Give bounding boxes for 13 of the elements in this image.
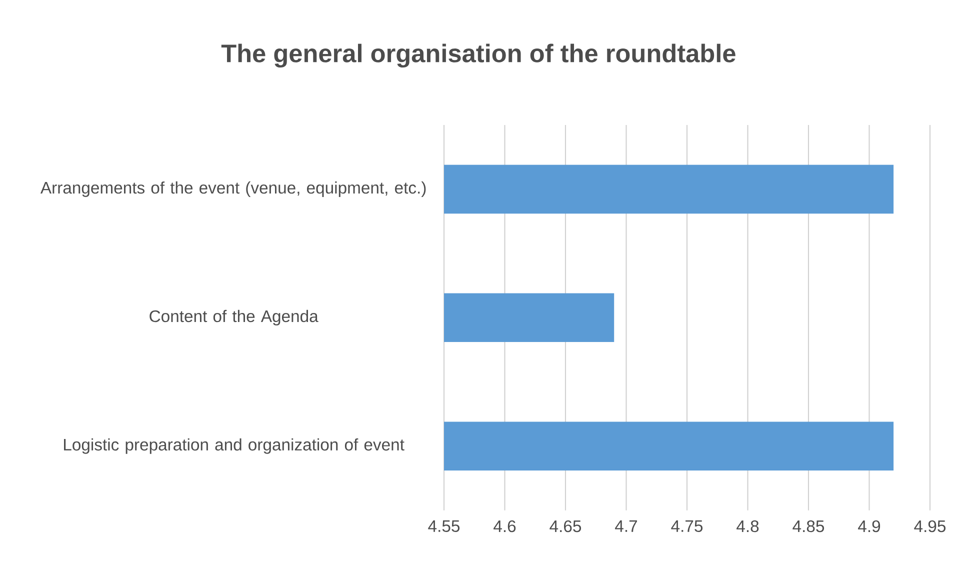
x-tick-label: 4.7 — [615, 520, 637, 532]
x-tick-label: 4.9 — [858, 520, 880, 532]
y-tick-label: Arrangements of the event (venue, equipment, etc.) — [40, 181, 426, 197]
x-tick-label: 4.75 — [671, 520, 703, 532]
x-tick-label: 4.85 — [792, 520, 824, 532]
chart-title: The general organisation of the roundtable — [221, 44, 736, 68]
x-tick-label: 4.8 — [736, 520, 759, 532]
x-tick-label: 4.95 — [914, 520, 946, 532]
x-tick-label: 4.6 — [494, 520, 516, 532]
x-tick-label: 4.55 — [428, 520, 460, 532]
y-tick-label: Content of the Agenda — [150, 310, 318, 326]
x-tick-label: 4.65 — [550, 520, 582, 532]
y-tick-label: Logistic preparation and organization of event — [64, 438, 404, 454]
